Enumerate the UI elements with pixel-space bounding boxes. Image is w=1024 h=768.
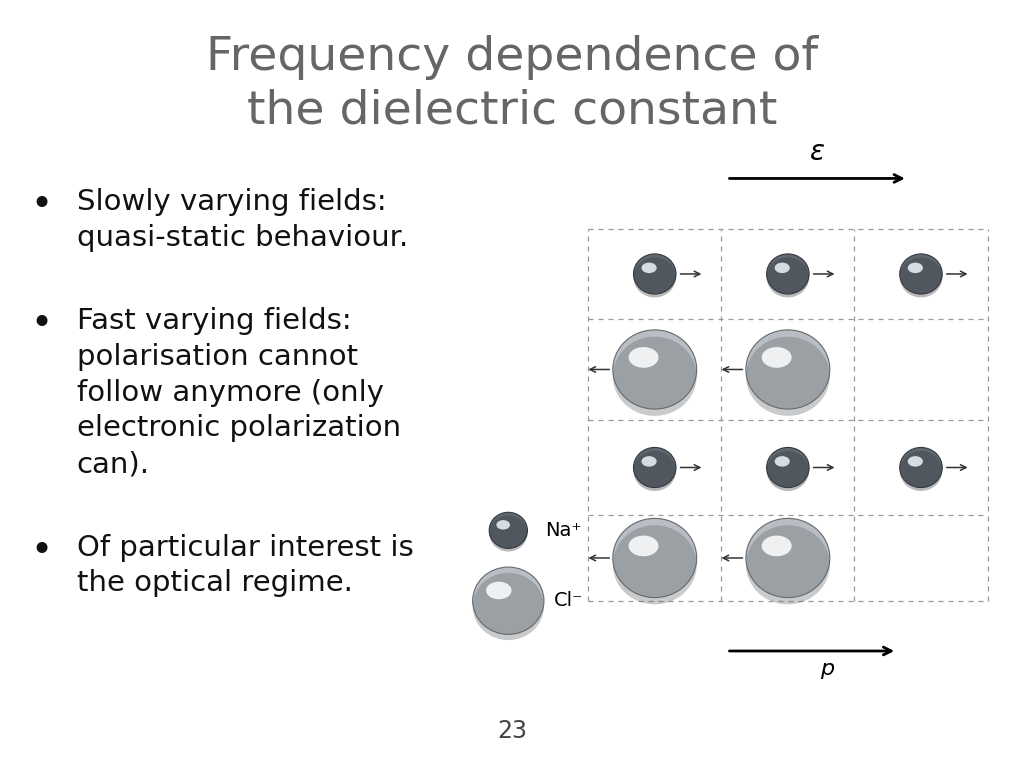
Ellipse shape xyxy=(745,336,829,415)
Ellipse shape xyxy=(612,330,696,409)
Ellipse shape xyxy=(489,512,527,548)
Ellipse shape xyxy=(612,525,696,604)
Ellipse shape xyxy=(745,330,829,409)
Ellipse shape xyxy=(900,448,942,488)
Ellipse shape xyxy=(612,336,696,415)
Ellipse shape xyxy=(907,263,923,273)
Text: Frequency dependence of
the dielectric constant: Frequency dependence of the dielectric c… xyxy=(206,35,818,134)
Text: Cl⁻: Cl⁻ xyxy=(554,591,583,611)
Ellipse shape xyxy=(745,518,829,598)
Ellipse shape xyxy=(767,451,809,491)
Ellipse shape xyxy=(641,263,656,273)
Ellipse shape xyxy=(497,520,510,530)
Text: •: • xyxy=(30,188,52,224)
Ellipse shape xyxy=(634,257,676,297)
Ellipse shape xyxy=(486,581,512,599)
Ellipse shape xyxy=(629,535,658,556)
Text: 23: 23 xyxy=(497,719,527,743)
Ellipse shape xyxy=(900,254,942,294)
Ellipse shape xyxy=(900,257,942,297)
Text: Na⁺: Na⁺ xyxy=(546,521,583,540)
Ellipse shape xyxy=(774,456,790,467)
Ellipse shape xyxy=(767,257,809,297)
Text: •: • xyxy=(30,307,52,343)
Ellipse shape xyxy=(762,535,792,556)
Text: Of particular interest is
the optical regime.: Of particular interest is the optical re… xyxy=(77,534,414,598)
Ellipse shape xyxy=(634,451,676,491)
Ellipse shape xyxy=(634,448,676,488)
Text: •: • xyxy=(30,534,52,570)
Ellipse shape xyxy=(612,518,696,598)
Ellipse shape xyxy=(489,515,527,551)
Text: Fast varying fields:
polarisation cannot
follow anymore (only
electronic polariz: Fast varying fields: polarisation cannot… xyxy=(77,307,401,478)
Ellipse shape xyxy=(767,254,809,294)
Text: $\varepsilon$: $\varepsilon$ xyxy=(809,139,825,166)
Ellipse shape xyxy=(473,567,544,634)
Ellipse shape xyxy=(767,448,809,488)
Text: Slowly varying fields:
quasi-static behaviour.: Slowly varying fields: quasi-static beha… xyxy=(77,188,408,252)
Ellipse shape xyxy=(762,347,792,368)
Text: $p$: $p$ xyxy=(820,658,836,680)
Ellipse shape xyxy=(774,263,790,273)
Ellipse shape xyxy=(745,525,829,604)
Ellipse shape xyxy=(907,456,923,467)
Ellipse shape xyxy=(629,347,658,368)
Ellipse shape xyxy=(900,451,942,491)
Ellipse shape xyxy=(641,456,656,467)
Ellipse shape xyxy=(634,254,676,294)
Ellipse shape xyxy=(473,573,544,641)
